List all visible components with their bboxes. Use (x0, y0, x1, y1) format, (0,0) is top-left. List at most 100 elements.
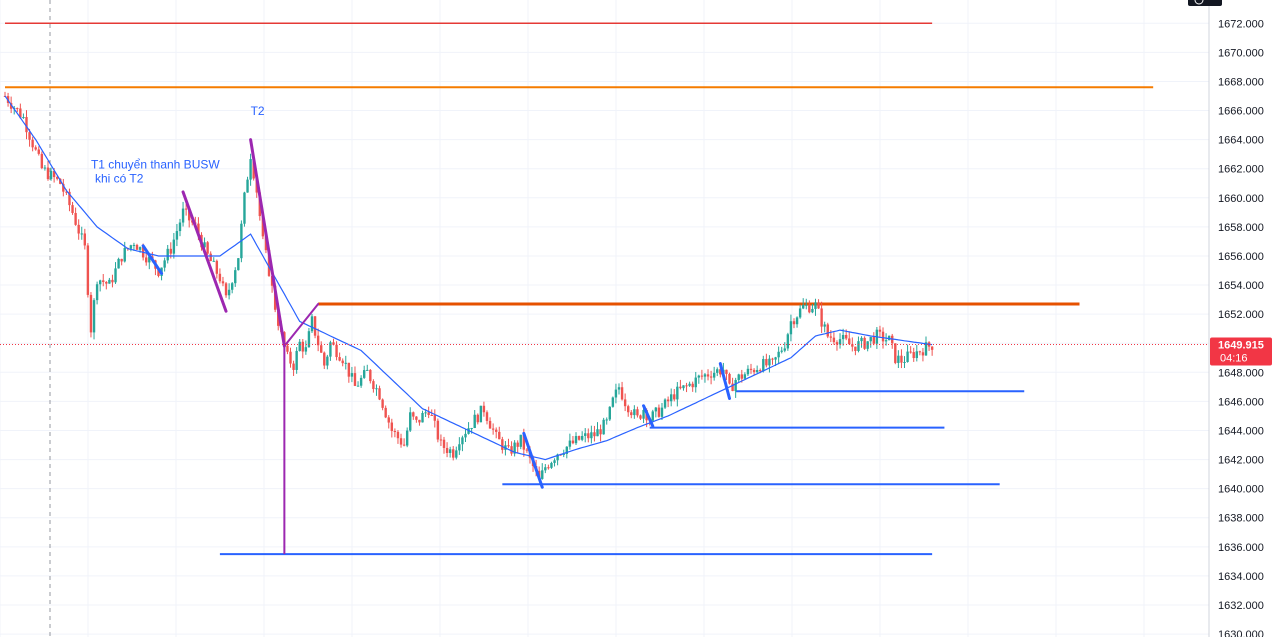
trend-segment[interactable] (181, 190, 228, 313)
candle-body (519, 434, 522, 447)
settings-button[interactable] (1188, 0, 1222, 6)
candle-body (375, 388, 378, 390)
price-axis-background (1209, 0, 1280, 637)
candle-body (663, 399, 667, 408)
price-tick-label: 1638.000 (1218, 513, 1264, 525)
candle-body (86, 245, 90, 295)
candle-body (43, 167, 47, 169)
candle-body (464, 433, 467, 438)
candle-body (611, 397, 615, 407)
settings-icon (1194, 0, 1204, 5)
candle-body (227, 289, 231, 296)
trend-segment[interactable] (642, 404, 655, 428)
candle-body (495, 429, 498, 432)
candle-body (851, 344, 854, 347)
candle-body (135, 244, 139, 250)
candle-body (476, 414, 479, 423)
candle-body (52, 170, 56, 178)
candle-body (37, 149, 40, 154)
candle-body (832, 337, 836, 343)
price-tick-label: 1660.000 (1218, 193, 1264, 205)
candle-body (163, 260, 166, 268)
candle-body (639, 415, 642, 419)
candle-body (829, 336, 833, 338)
candle-body (682, 385, 685, 389)
candle-body (924, 342, 928, 356)
candle-body (633, 409, 636, 416)
candle-body (525, 449, 529, 451)
candle-body (676, 386, 679, 400)
candle-body (780, 350, 783, 352)
candle-body (498, 431, 501, 440)
candle-body (547, 467, 550, 469)
candle-body (181, 208, 185, 223)
price-tick-label: 1652.000 (1218, 309, 1264, 321)
candle-body (743, 374, 747, 379)
candle-body (636, 409, 639, 416)
candle-body (341, 360, 344, 364)
candle-body (854, 346, 857, 351)
candle-body (599, 429, 602, 435)
trend-segment[interactable] (249, 138, 286, 348)
candle-body (424, 412, 427, 414)
candle-body (230, 283, 234, 290)
candle-body (267, 250, 271, 276)
price-tick-label: 1672.000 (1218, 18, 1264, 30)
candle-body (46, 167, 50, 180)
candle-body (415, 416, 418, 420)
candle-body (728, 373, 731, 384)
candle-body (906, 351, 909, 362)
candle-body (221, 281, 225, 284)
trend-segment[interactable] (522, 431, 544, 489)
price-axis[interactable]: 1672.000 1670.000 1668.000 1666.000 1664.000… (1208, 0, 1280, 637)
candle-body (458, 444, 461, 451)
top-right-control[interactable] (1188, 0, 1222, 6)
candle-body (399, 438, 403, 445)
candle-body (393, 431, 397, 433)
candle-body (148, 256, 151, 263)
trend-segments[interactable] (141, 138, 732, 555)
candle-body (930, 346, 934, 350)
candle-body (860, 337, 863, 342)
candle-body (102, 280, 105, 282)
price-tag (1210, 337, 1272, 366)
candle-body (768, 358, 771, 366)
candle-body (918, 351, 922, 353)
candle-body (814, 302, 817, 309)
candle-body (461, 437, 464, 445)
candle-body (445, 447, 449, 453)
candle-body (455, 450, 458, 458)
candle-body (608, 406, 611, 420)
candle-body (169, 248, 172, 254)
candle-body (129, 245, 133, 249)
candle-body (857, 341, 860, 351)
candle-body (157, 268, 160, 276)
trend-segment[interactable] (283, 302, 320, 348)
candle-body (602, 419, 605, 435)
candle-body (863, 337, 866, 349)
candle-body (166, 248, 169, 261)
trend-segment[interactable] (718, 362, 732, 400)
candle-body (372, 381, 375, 390)
candle-body (95, 284, 99, 301)
candle-body (759, 370, 762, 372)
candle-body (577, 436, 581, 440)
candle-body (516, 442, 519, 447)
candle-body (313, 316, 317, 336)
candle-body (587, 433, 590, 439)
candle-body (765, 359, 768, 366)
candle-body (55, 177, 59, 179)
candle-body (755, 370, 759, 373)
drawn-levels[interactable] (5, 22, 1154, 556)
price-tick-label: 1648.000 (1218, 367, 1264, 379)
price-tick-label: 1658.000 (1218, 222, 1264, 234)
candle-body (826, 324, 829, 337)
candle-body (915, 351, 918, 359)
candle-body (897, 355, 900, 363)
current-price-label: 1649.915 04:16 (1210, 337, 1272, 366)
candle-body (541, 470, 544, 479)
trend-segment[interactable] (141, 244, 164, 275)
candle-body (71, 205, 74, 213)
